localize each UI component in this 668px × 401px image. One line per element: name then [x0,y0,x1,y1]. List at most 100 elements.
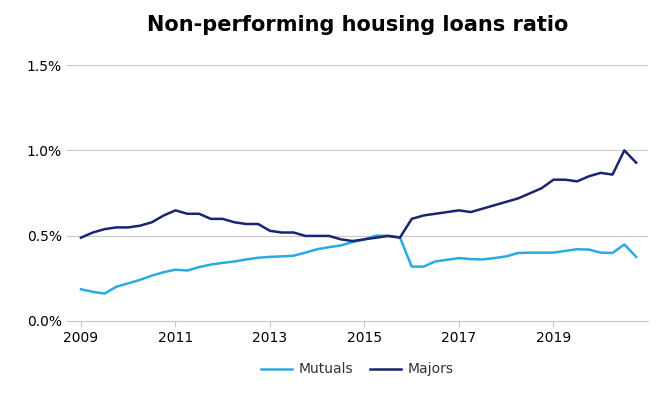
Majors [526,191,534,196]
Majors [301,233,309,238]
Mutuals [218,261,226,265]
Majors [372,235,380,240]
Majors [632,160,640,165]
Mutuals [550,250,558,255]
Majors [550,177,558,182]
Majors [242,222,250,227]
Majors [278,230,286,235]
Majors [514,196,522,201]
Majors [420,213,428,218]
Mutuals [432,259,440,264]
Majors [538,186,546,190]
Mutuals [420,264,428,269]
Majors [396,235,404,240]
Majors [621,148,629,153]
Mutuals [136,277,144,282]
Majors [490,203,498,208]
Mutuals [183,268,191,273]
Majors [361,237,369,242]
Mutuals [325,245,333,249]
Majors [254,222,262,227]
Mutuals [490,256,498,261]
Mutuals [597,250,605,255]
Mutuals [443,257,451,262]
Majors [160,213,168,218]
Mutuals [101,291,109,296]
Majors [349,239,357,243]
Mutuals [172,267,180,272]
Mutuals [112,284,120,289]
Majors [313,233,321,238]
Majors [407,217,415,221]
Majors [112,225,120,230]
Mutuals [609,251,617,255]
Majors [443,210,451,215]
Majors [384,233,392,238]
Mutuals [242,257,250,262]
Mutuals [478,257,486,262]
Mutuals [266,255,274,259]
Mutuals [230,259,238,264]
Mutuals [124,281,132,286]
Mutuals [313,247,321,252]
Line: Majors: Majors [81,150,636,241]
Majors [609,172,617,177]
Mutuals [632,255,640,259]
Mutuals [77,287,85,292]
Mutuals [526,250,534,255]
Mutuals [254,255,262,260]
Mutuals [455,256,463,261]
Majors [89,230,97,235]
Mutuals [160,270,168,275]
Mutuals [148,273,156,278]
Mutuals [278,254,286,259]
Majors [230,220,238,225]
Majors [502,199,510,204]
Mutuals [349,240,357,245]
Mutuals [585,247,593,252]
Majors [478,206,486,211]
Mutuals [396,235,404,240]
Mutuals [195,265,203,269]
Majors [432,211,440,216]
Mutuals [372,233,380,238]
Majors [467,210,475,215]
Mutuals [538,250,546,255]
Legend: Mutuals, Majors: Mutuals, Majors [256,357,459,382]
Mutuals [361,237,369,242]
Majors [136,223,144,228]
Majors [124,225,132,230]
Majors [325,233,333,238]
Majors [195,211,203,216]
Majors [561,177,569,182]
Majors [266,229,274,233]
Majors [455,208,463,213]
Majors [585,174,593,179]
Mutuals [337,243,345,248]
Mutuals [467,257,475,261]
Mutuals [89,290,97,294]
Majors [148,220,156,225]
Mutuals [290,253,298,258]
Majors [183,211,191,216]
Mutuals [573,247,581,252]
Majors [77,235,85,240]
Majors [597,170,605,175]
Mutuals [514,251,522,255]
Mutuals [301,250,309,255]
Mutuals [207,262,215,267]
Majors [290,230,298,235]
Mutuals [621,242,629,247]
Mutuals [384,233,392,238]
Majors [172,208,180,213]
Majors [207,217,215,221]
Mutuals [561,249,569,253]
Mutuals [407,264,415,269]
Majors [101,227,109,231]
Majors [337,237,345,242]
Majors [218,217,226,221]
Majors [573,179,581,184]
Line: Mutuals: Mutuals [81,235,636,294]
Mutuals [502,254,510,259]
Title: Non-performing housing loans ratio: Non-performing housing loans ratio [147,16,568,35]
